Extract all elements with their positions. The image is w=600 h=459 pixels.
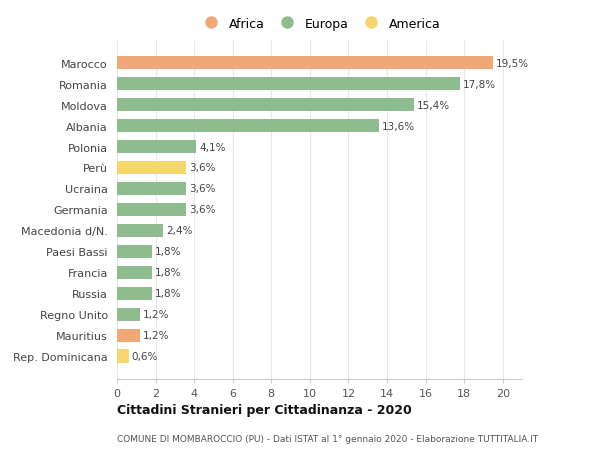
Text: 3,6%: 3,6% — [190, 184, 216, 194]
Text: 1,2%: 1,2% — [143, 330, 170, 341]
Bar — [117, 119, 379, 133]
Bar — [117, 56, 493, 70]
Text: 1,8%: 1,8% — [155, 247, 181, 257]
Bar — [117, 203, 187, 217]
Text: 3,6%: 3,6% — [190, 205, 216, 215]
Text: 13,6%: 13,6% — [382, 121, 415, 131]
Text: Cittadini Stranieri per Cittadinanza - 2020: Cittadini Stranieri per Cittadinanza - 2… — [117, 403, 412, 416]
Bar — [117, 308, 140, 321]
Text: 1,8%: 1,8% — [155, 289, 181, 299]
Text: 17,8%: 17,8% — [463, 79, 496, 90]
Bar — [117, 182, 187, 196]
Legend: Africa, Europa, America: Africa, Europa, America — [195, 14, 444, 34]
Bar — [117, 78, 460, 91]
Bar — [117, 140, 196, 154]
Text: 19,5%: 19,5% — [496, 58, 529, 68]
Bar — [117, 266, 152, 280]
Bar — [117, 245, 152, 259]
Bar — [117, 161, 187, 175]
Text: 1,8%: 1,8% — [155, 268, 181, 278]
Bar — [117, 224, 163, 238]
Text: 4,1%: 4,1% — [199, 142, 226, 152]
Bar — [117, 287, 152, 301]
Text: 2,4%: 2,4% — [166, 226, 193, 236]
Text: COMUNE DI MOMBAROCCIO (PU) - Dati ISTAT al 1° gennaio 2020 - Elaborazione TUTTIT: COMUNE DI MOMBAROCCIO (PU) - Dati ISTAT … — [117, 434, 538, 442]
Bar — [117, 329, 140, 342]
Text: 15,4%: 15,4% — [417, 101, 450, 110]
Text: 1,2%: 1,2% — [143, 310, 170, 319]
Bar — [117, 350, 128, 364]
Text: 0,6%: 0,6% — [131, 352, 158, 362]
Text: 3,6%: 3,6% — [190, 163, 216, 173]
Bar — [117, 99, 414, 112]
